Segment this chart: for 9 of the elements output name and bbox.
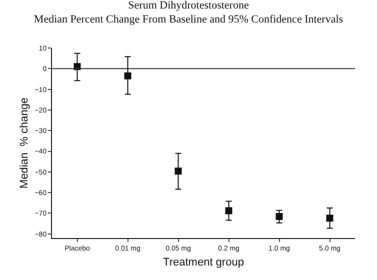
y-axis-title: Median % change (18, 97, 30, 189)
point (124, 72, 132, 80)
point (225, 207, 232, 214)
x-axis-title: Treatment group (163, 256, 244, 269)
point (174, 168, 182, 175)
chart-title: Serum Dihydrotestosterone (128, 0, 249, 12)
point (326, 214, 334, 222)
chart-subtitle: Median Percent Change From Baseline and 95% Confidence Intervals (34, 14, 344, 26)
point (276, 213, 283, 220)
